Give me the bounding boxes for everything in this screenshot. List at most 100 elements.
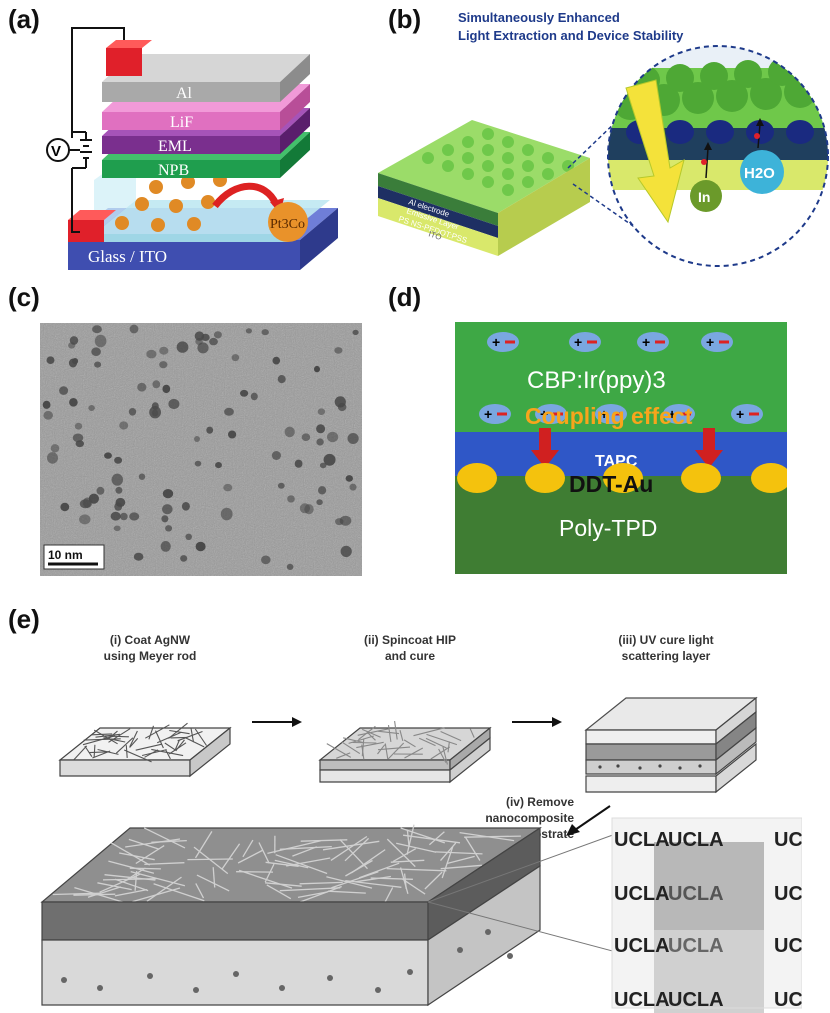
nanowire [440,842,457,862]
nanowire [440,730,462,742]
tem-particle [162,384,171,394]
nanowire [367,732,376,741]
nanowire [428,831,445,846]
svg-text:+: + [736,406,744,422]
nanowire [469,728,475,738]
nanowire [392,848,417,862]
nanowire [403,739,416,748]
nanowire [464,836,481,861]
layer-label-ito: ITO [427,229,442,242]
nanowire [394,721,398,740]
nanowire [175,739,185,751]
nanowire [435,851,483,855]
nanowire [418,737,436,747]
nanowire [124,867,146,882]
nanowire [399,730,404,742]
tem-particle [74,422,83,430]
h2o-label: H2O [744,165,775,182]
step-2-slab [318,721,492,784]
tem-particle [129,324,139,334]
layer-label-npb: NPB [158,162,189,179]
nanowire [123,749,152,763]
nanowire [265,882,302,887]
tem-particle [340,545,352,558]
nanowire [322,840,380,851]
tem-particle [68,342,76,349]
al-top [102,54,310,82]
arrow-right-icon [252,717,302,727]
curved-arrow-icon [212,182,280,209]
tem-particle [146,349,157,359]
tem-particle [42,400,51,409]
nanowire [177,730,203,742]
device-front-ito [378,198,498,256]
tem-particle [334,347,343,354]
nanowire [386,867,447,872]
tem-particle [180,555,188,562]
tem-particle [299,503,310,514]
nanowire [184,737,205,748]
tem-particle [272,356,281,365]
nanowire [297,891,328,899]
nanowire [426,733,458,746]
tem-particle [46,356,55,364]
nanowire [387,725,392,742]
tem-particle [168,398,180,410]
device-front-green [378,173,498,226]
nanowire [194,728,207,746]
tem-particle [110,511,121,521]
tem-particle [318,486,327,495]
svg-text:+: + [484,406,492,422]
tem-particle [181,502,190,511]
tem-particle [194,460,202,467]
layer-label-glass-ito: Glass / ITO [88,247,167,266]
svg-text:+: + [540,406,548,422]
tem-particle [43,410,53,420]
voltage-symbol: V [51,143,61,160]
in-sphere [690,180,722,212]
tem-particle [160,541,171,552]
tem-particle [286,563,294,570]
eml-front [102,136,280,154]
tem-particle [215,462,222,469]
nanowire [404,747,424,759]
svg-text:+: + [492,334,500,350]
tem-particle [162,504,173,515]
nanowire [361,744,365,760]
svg-text:+: + [574,334,582,350]
photo-text-8: UCLA [668,935,724,957]
nanowire [345,859,373,877]
nanowire [141,749,167,757]
tem-particle [197,342,209,354]
panel-b-caption-line2: Light Extraction and Device Stability [458,28,684,43]
panel-c-tem-image: 10 nm [40,323,362,576]
polytpd-label: Poly-TPD [559,515,657,541]
nanowire [400,827,446,844]
nanowire [195,883,205,899]
layer-label-eml: EML [158,138,192,155]
panel-b-device-illustration: Simultaneously Enhanced Light Extraction… [378,10,829,267]
nanowire [238,869,293,889]
tem-particle [347,433,359,444]
photo-text-7: UCLA [614,935,670,957]
panel-b-label: (b) [388,4,422,34]
nanowire [396,842,437,853]
al-front [102,82,280,102]
layer-label-lif: LiF [170,114,193,131]
nanowire [327,890,366,894]
tem-particle [327,431,339,443]
tem-particle [94,361,102,368]
panel-c-label: (c) [8,282,40,312]
nanowire [93,744,96,758]
nanowire [146,876,182,902]
coupling-arrows [531,428,723,468]
nanowire [299,881,343,885]
nanowire [357,728,389,736]
nanowire [174,739,180,751]
nanowire [440,864,483,870]
tem-particle [72,358,79,365]
nanowire [326,743,352,758]
eml-side [280,108,310,154]
nanowire [153,883,205,902]
nanowire [156,731,182,744]
